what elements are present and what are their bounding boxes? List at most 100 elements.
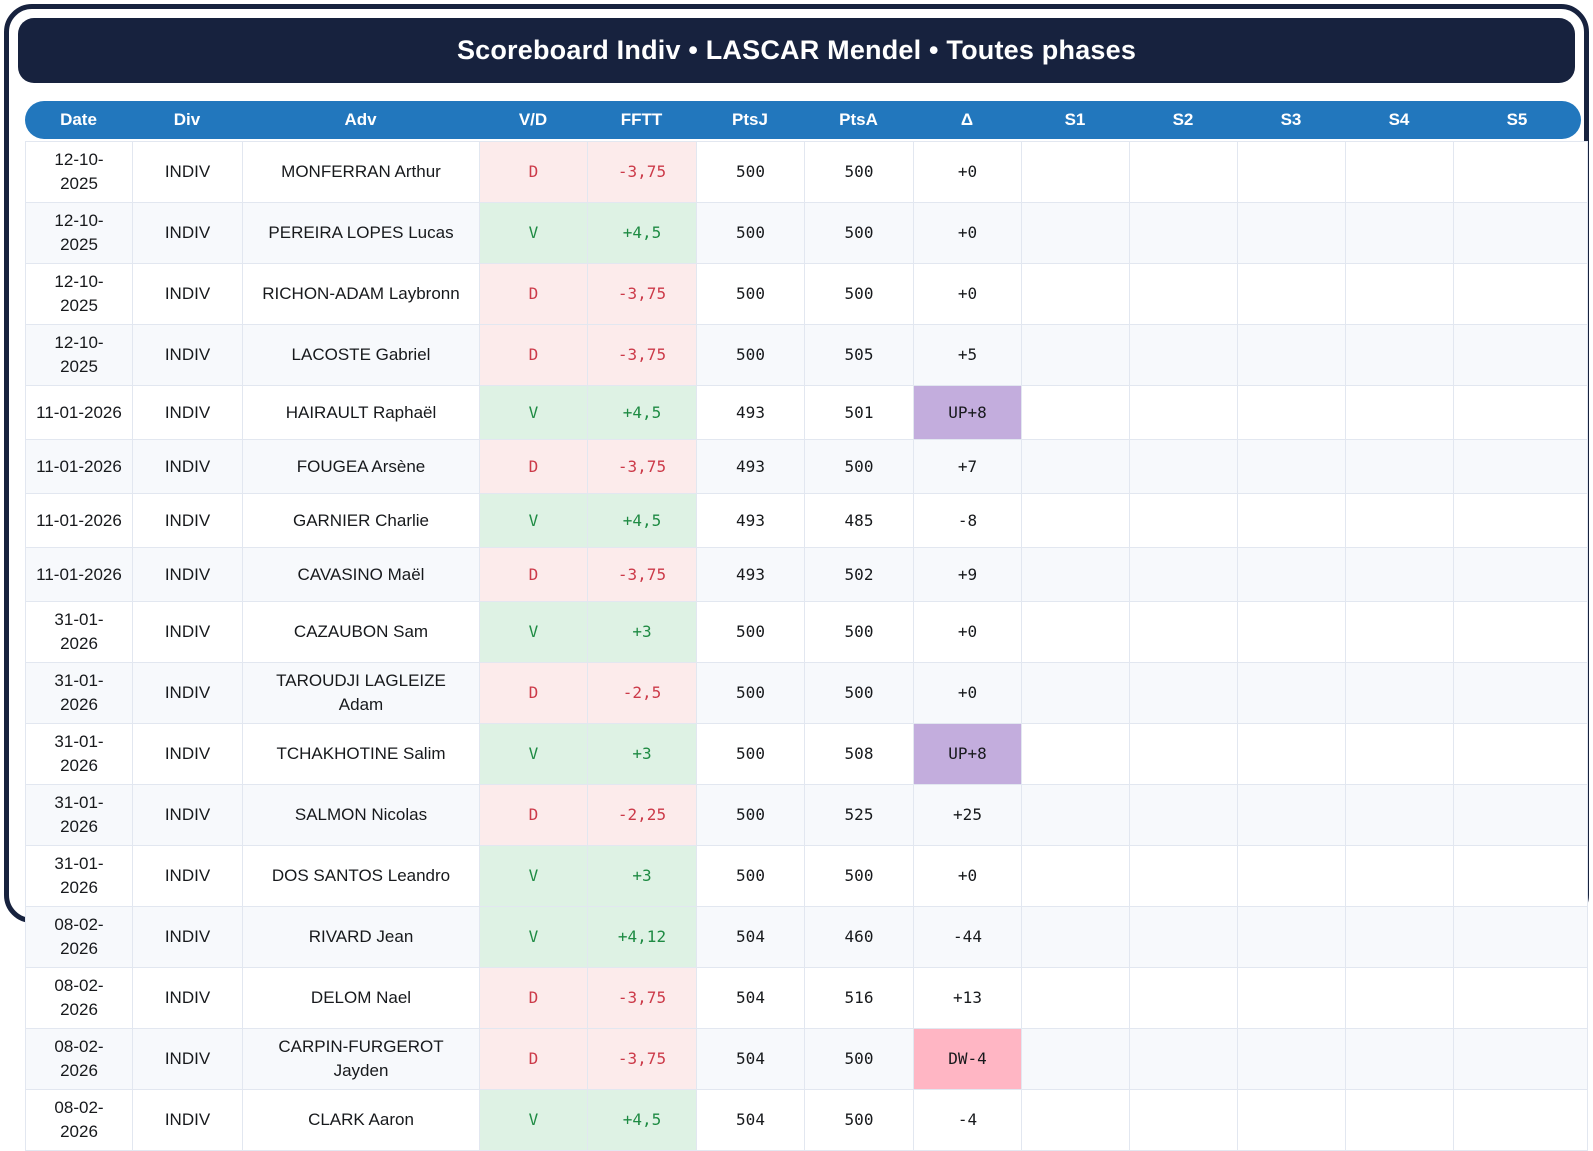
cell-s4 <box>1346 907 1454 968</box>
cell-delta: +0 <box>914 846 1022 907</box>
scoreboard-card: Scoreboard Indiv • LASCAR Mendel • Toute… <box>4 4 1589 923</box>
cell-ptsj: 500 <box>697 846 805 907</box>
cell-s1 <box>1022 968 1130 1029</box>
cell-date: 31-01-2026 <box>26 663 133 724</box>
cell-vd: V <box>480 386 588 440</box>
cell-adv: RICHON-ADAM Laybronn <box>243 264 480 325</box>
cell-ptsj: 504 <box>697 1090 805 1151</box>
cell-s3 <box>1238 907 1346 968</box>
cell-s5 <box>1454 1029 1588 1090</box>
cell-s3 <box>1238 663 1346 724</box>
cell-div: INDIV <box>133 386 243 440</box>
cell-date: 12-10-2025 <box>26 142 133 203</box>
cell-s4 <box>1346 1029 1454 1090</box>
cell-s2 <box>1130 968 1238 1029</box>
cell-date: 12-10-2025 <box>26 325 133 386</box>
cell-adv: LACOSTE Gabriel <box>243 325 480 386</box>
cell-date: 31-01-2026 <box>26 724 133 785</box>
cell-s1 <box>1022 785 1130 846</box>
cell-delta: DW-4 <box>914 1029 1022 1090</box>
page-title: Scoreboard Indiv • LASCAR Mendel • Toute… <box>457 35 1136 66</box>
cell-s4 <box>1346 325 1454 386</box>
cell-s3 <box>1238 548 1346 602</box>
cell-ptsa: 500 <box>805 203 914 264</box>
cell-s5 <box>1454 602 1588 663</box>
cell-delta: +0 <box>914 663 1022 724</box>
cell-s5 <box>1454 264 1588 325</box>
cell-fftt: -3,75 <box>588 968 697 1029</box>
cell-ptsj: 504 <box>697 968 805 1029</box>
cell-s5 <box>1454 203 1588 264</box>
cell-ptsa: 500 <box>805 602 914 663</box>
column-header-adv: Adv <box>242 110 479 130</box>
cell-s2 <box>1130 142 1238 203</box>
table-header-row: Date Div Adv V/D FFTT PtsJ PtsA Δ S1 S2 … <box>25 101 1581 139</box>
cell-fftt: +3 <box>588 846 697 907</box>
cell-fftt: +3 <box>588 724 697 785</box>
cell-s3 <box>1238 968 1346 1029</box>
cell-delta: +13 <box>914 968 1022 1029</box>
cell-s5 <box>1454 663 1588 724</box>
cell-s5 <box>1454 494 1588 548</box>
column-header-s1: S1 <box>1021 110 1129 130</box>
cell-vd: V <box>480 907 588 968</box>
cell-ptsa: 525 <box>805 785 914 846</box>
cell-div: INDIV <box>133 142 243 203</box>
cell-s4 <box>1346 724 1454 785</box>
cell-adv: PEREIRA LOPES Lucas <box>243 203 480 264</box>
cell-ptsa: 500 <box>805 663 914 724</box>
cell-s2 <box>1130 602 1238 663</box>
column-header-s3: S3 <box>1237 110 1345 130</box>
cell-ptsj: 500 <box>697 785 805 846</box>
cell-s1 <box>1022 264 1130 325</box>
cell-delta: +0 <box>914 602 1022 663</box>
cell-s4 <box>1346 785 1454 846</box>
cell-ptsj: 500 <box>697 142 805 203</box>
cell-fftt: -3,75 <box>588 325 697 386</box>
column-header-s5: S5 <box>1453 110 1581 130</box>
cell-ptsj: 500 <box>697 663 805 724</box>
cell-s3 <box>1238 203 1346 264</box>
cell-div: INDIV <box>133 907 243 968</box>
cell-s1 <box>1022 1029 1130 1090</box>
cell-s3 <box>1238 325 1346 386</box>
cell-vd: V <box>480 846 588 907</box>
cell-s4 <box>1346 386 1454 440</box>
cell-s5 <box>1454 724 1588 785</box>
cell-fftt: -3,75 <box>588 142 697 203</box>
cell-ptsa: 501 <box>805 386 914 440</box>
cell-s4 <box>1346 1090 1454 1151</box>
cell-fftt: +3 <box>588 602 697 663</box>
cell-div: INDIV <box>133 264 243 325</box>
column-header-vd: V/D <box>479 110 587 130</box>
cell-s2 <box>1130 203 1238 264</box>
cell-fftt: +4,5 <box>588 386 697 440</box>
cell-s2 <box>1130 494 1238 548</box>
cell-s4 <box>1346 602 1454 663</box>
column-header-fftt: FFTT <box>587 110 696 130</box>
cell-div: INDIV <box>133 203 243 264</box>
cell-date: 31-01-2026 <box>26 785 133 846</box>
cell-div: INDIV <box>133 602 243 663</box>
cell-adv: GARNIER Charlie <box>243 494 480 548</box>
cell-s2 <box>1130 663 1238 724</box>
cell-ptsa: 500 <box>805 1029 914 1090</box>
cell-fftt: +4,5 <box>588 1090 697 1151</box>
cell-ptsa: 500 <box>805 440 914 494</box>
cell-delta: +0 <box>914 142 1022 203</box>
cell-s3 <box>1238 1090 1346 1151</box>
cell-ptsa: 500 <box>805 142 914 203</box>
cell-s5 <box>1454 440 1588 494</box>
